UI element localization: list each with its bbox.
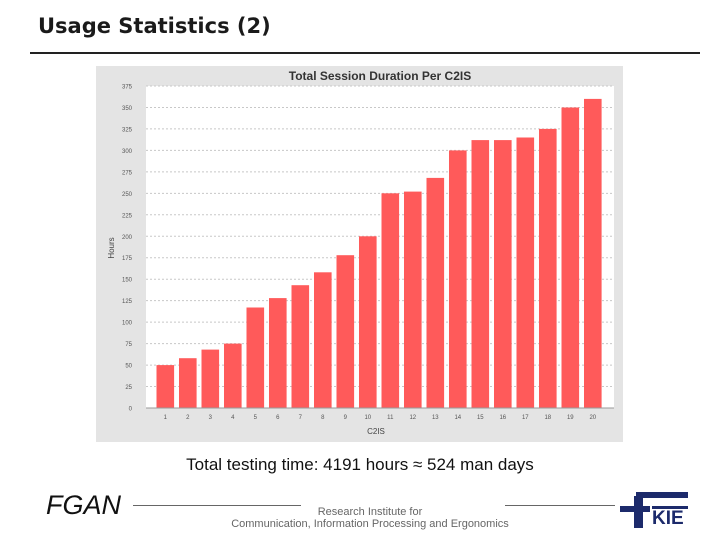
bar-c2is-16 — [494, 140, 512, 408]
footer-divider-left — [133, 505, 301, 506]
bar-c2is-13 — [426, 177, 445, 408]
y-tick-label: 300 — [122, 149, 133, 155]
y-axis-label: Hours — [107, 237, 116, 258]
y-tick-label: 275 — [122, 170, 133, 176]
x-tick-label: 8 — [321, 415, 325, 421]
x-tick-label: 1 — [164, 415, 168, 421]
bar-c2is-20 — [584, 98, 602, 409]
bar-c2is-12 — [404, 191, 422, 408]
y-tick-label: 25 — [125, 385, 132, 391]
x-tick-label: 11 — [387, 415, 394, 421]
bar-c2is-2 — [179, 358, 197, 408]
y-tick-label: 150 — [122, 278, 133, 284]
x-tick-label: 6 — [276, 415, 280, 421]
institute-line-1: Research Institute for — [317, 506, 423, 518]
x-tick-label: 15 — [477, 415, 484, 421]
x-tick-label: 3 — [209, 415, 213, 421]
chart-panel: Total Session Duration Per C2IS Hours C2… — [96, 66, 623, 442]
logo-text: KIE — [652, 508, 684, 529]
y-tick-label: 175 — [122, 256, 133, 262]
bar-c2is-10 — [359, 236, 377, 408]
y-tick-label: 375 — [122, 85, 133, 91]
bar-c2is-1 — [156, 365, 175, 408]
x-tick-label: 5 — [254, 415, 258, 421]
y-tick-label: 75 — [125, 342, 132, 348]
x-tick-label: 17 — [522, 415, 529, 421]
fgan-label: FGAN — [46, 490, 122, 520]
bar-c2is-18 — [539, 128, 557, 408]
bar-c2is-15 — [471, 140, 490, 408]
bars — [156, 98, 602, 409]
x-tick-label: 14 — [454, 415, 461, 421]
bar-chart: Total Session Duration Per C2IS Hours C2… — [107, 69, 614, 436]
bar-c2is-14 — [449, 150, 467, 408]
y-tick-label: 250 — [122, 192, 133, 198]
bar-c2is-19 — [561, 107, 580, 408]
x-tick-label: 4 — [231, 415, 235, 421]
x-axis-label: C2IS — [367, 427, 385, 436]
bar-c2is-5 — [246, 307, 265, 408]
y-tick-label: 225 — [122, 213, 133, 219]
bar-c2is-9 — [336, 255, 355, 408]
title-divider — [30, 52, 700, 54]
bar-c2is-3 — [201, 349, 220, 408]
slide-title: Usage Statistics (2) — [38, 14, 271, 38]
x-tick-label: 19 — [567, 415, 574, 421]
y-tick-label: 50 — [125, 364, 132, 370]
bar-c2is-4 — [224, 343, 242, 408]
summary-caption: Total testing time: 4191 hours ≈ 524 man… — [186, 455, 534, 474]
y-tick-label: 325 — [122, 127, 133, 133]
x-tick-label: 12 — [409, 415, 416, 421]
bar-c2is-8 — [314, 272, 332, 408]
institute-name: Research Institute for Communication, In… — [205, 506, 535, 530]
y-tick-label: 350 — [122, 106, 133, 112]
bar-c2is-6 — [269, 298, 287, 408]
footer-divider-right — [505, 505, 615, 506]
bar-c2is-11 — [381, 193, 400, 408]
x-tick-label: 18 — [544, 415, 551, 421]
y-tick-label: 200 — [122, 235, 133, 241]
y-tick-label: 100 — [122, 321, 133, 327]
x-tick-label: 20 — [589, 415, 596, 421]
tick-labels: 0255075100125150175200225250275300325350… — [122, 85, 597, 422]
y-tick-label: 125 — [122, 299, 133, 305]
fkie-logo-icon — [620, 492, 688, 528]
x-tick-label: 9 — [344, 415, 348, 421]
x-tick-label: 13 — [432, 415, 439, 421]
institute-line-2: Communication, Information Processing an… — [231, 518, 509, 530]
chart-title: Total Session Duration Per C2IS — [289, 69, 471, 83]
bar-c2is-7 — [291, 285, 310, 408]
x-tick-label: 10 — [364, 415, 371, 421]
y-tick-label: 0 — [129, 407, 133, 413]
x-tick-label: 7 — [299, 415, 303, 421]
bar-c2is-17 — [516, 137, 535, 408]
x-tick-label: 16 — [499, 415, 506, 421]
x-tick-label: 2 — [186, 415, 190, 421]
